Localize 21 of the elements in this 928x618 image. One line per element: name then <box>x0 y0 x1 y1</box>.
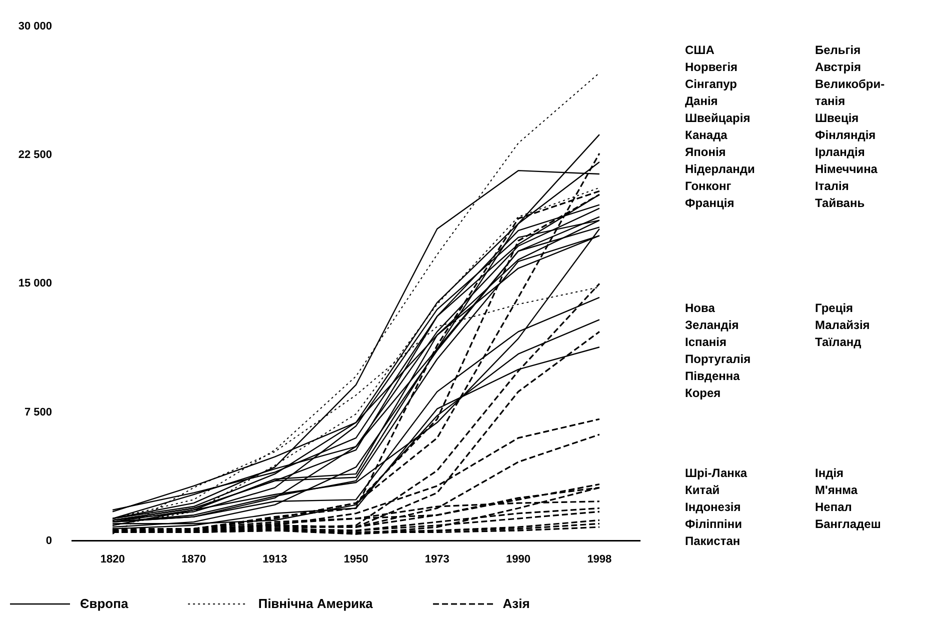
y-tick-label: 7 500 <box>24 406 52 418</box>
y-tick-label: 0 <box>46 534 52 547</box>
text: Шрі-Ланка Китай Індонезія Філіппіни Пакистан <box>685 465 748 550</box>
x-tick-label: 1820 <box>100 553 125 566</box>
text: Індія М'янма Непал Бангладеш <box>815 465 881 533</box>
legend-label: Європа <box>80 596 128 611</box>
text: США Норвегія Сінгапур Данія Швейцарія Канада Японія Нідерланди Гонконг Франція <box>685 43 755 210</box>
x-tick-label: 1998 <box>587 553 612 566</box>
x-tick-label: 1990 <box>506 553 531 566</box>
x-tick-label: 1950 <box>344 553 368 566</box>
legend-label: Північна Америка <box>258 596 373 611</box>
legend-label: Азія <box>502 596 530 611</box>
text: Бельгія Австрія Великобри- танія Швеція Фінляндія Ірландія Німеччина Італія Тайвань <box>815 43 885 210</box>
x-tick-label: 1870 <box>181 553 206 566</box>
x-tick-label: 1973 <box>424 553 450 566</box>
x-tick-label: 1913 <box>262 553 288 566</box>
y-tick-label: 30 000 <box>18 20 52 33</box>
y-tick-label: 22 500 <box>18 149 52 162</box>
text: Греція Малайзія Таїланд <box>815 300 870 351</box>
text: Нова Зеландія Іспанія Португалія Південна Корея <box>685 300 751 402</box>
y-tick-label: 15 000 <box>18 278 52 290</box>
